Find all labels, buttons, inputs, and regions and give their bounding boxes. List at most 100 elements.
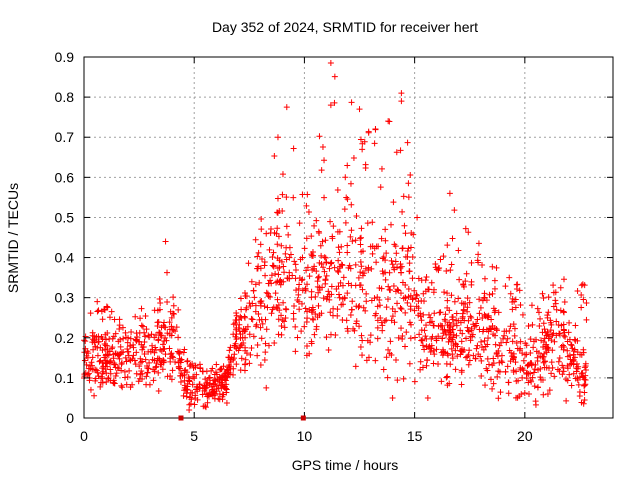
data-point (478, 338, 485, 345)
data-point (314, 278, 321, 285)
data-point (573, 360, 580, 367)
data-point (519, 374, 526, 381)
data-point (580, 400, 587, 407)
data-point (127, 335, 134, 342)
data-point (448, 345, 455, 352)
data-point (247, 303, 254, 310)
data-point (235, 347, 242, 354)
data-point (162, 238, 169, 245)
data-point (383, 354, 390, 361)
data-point (279, 191, 286, 198)
data-point (404, 247, 411, 254)
data-point (177, 378, 184, 385)
data-point (572, 322, 579, 329)
data-point (283, 244, 290, 251)
data-point (490, 355, 497, 362)
data-point (399, 279, 406, 286)
data-point (170, 310, 177, 317)
data-point (296, 281, 303, 288)
data-point (520, 357, 527, 364)
data-point (283, 223, 290, 230)
data-point (356, 323, 363, 330)
data-point (580, 296, 587, 303)
data-point (91, 392, 98, 399)
data-point (479, 328, 486, 335)
data-point (157, 300, 164, 307)
data-point (534, 384, 541, 391)
data-point (443, 360, 450, 367)
data-point (404, 299, 411, 306)
data-point (358, 248, 365, 255)
data-point (561, 344, 568, 351)
data-point (449, 351, 456, 358)
data-point (490, 360, 497, 367)
data-point (544, 391, 551, 398)
data-point (89, 354, 96, 361)
data-point (444, 322, 451, 329)
data-point (556, 354, 563, 361)
data-point (389, 261, 396, 268)
data-point (505, 390, 512, 397)
data-point (543, 332, 550, 339)
data-point (86, 377, 93, 384)
data-point (384, 296, 391, 303)
data-point (316, 312, 323, 319)
data-point (247, 351, 254, 358)
data-point (519, 350, 526, 357)
data-point (254, 352, 261, 359)
data-point (91, 337, 98, 344)
data-point (501, 332, 508, 339)
data-point (312, 293, 319, 300)
data-point (119, 324, 126, 331)
data-point (306, 273, 313, 280)
data-point (149, 342, 156, 349)
data-point (401, 222, 408, 229)
data-point (196, 385, 203, 392)
data-point (459, 330, 466, 337)
data-point (583, 316, 590, 323)
data-point (139, 323, 146, 330)
data-point (104, 304, 111, 311)
data-point (290, 145, 297, 152)
data-point (92, 343, 99, 350)
data-point (109, 344, 116, 351)
data-point (537, 353, 544, 360)
data-point (278, 242, 285, 249)
data-point (455, 317, 462, 324)
data-point (540, 339, 547, 346)
data-point (268, 310, 275, 317)
data-point (133, 337, 140, 344)
data-point (438, 378, 445, 385)
data-point (311, 263, 318, 270)
data-point (103, 336, 110, 343)
data-point (383, 317, 390, 324)
data-point (151, 307, 158, 314)
data-point (186, 378, 193, 385)
data-point (492, 341, 499, 348)
data-point (318, 167, 325, 174)
data-point (435, 323, 442, 330)
data-point (495, 347, 502, 354)
data-point (112, 350, 119, 357)
data-point (449, 326, 456, 333)
data-point (574, 337, 581, 344)
data-point (213, 388, 220, 395)
data-point (258, 226, 265, 233)
data-point (85, 370, 92, 377)
data-point (484, 355, 491, 362)
data-point (263, 384, 270, 391)
data-point (87, 386, 94, 393)
data-point (371, 295, 378, 302)
data-point (201, 403, 208, 410)
data-point (406, 260, 413, 267)
data-point (445, 338, 452, 345)
data-point (263, 289, 270, 296)
data-point (449, 316, 456, 323)
data-point (154, 357, 161, 364)
data-point (258, 335, 265, 342)
data-point (446, 331, 453, 338)
data-point (105, 352, 112, 359)
data-point (521, 390, 528, 397)
data-point (442, 328, 449, 335)
data-point (503, 339, 510, 346)
